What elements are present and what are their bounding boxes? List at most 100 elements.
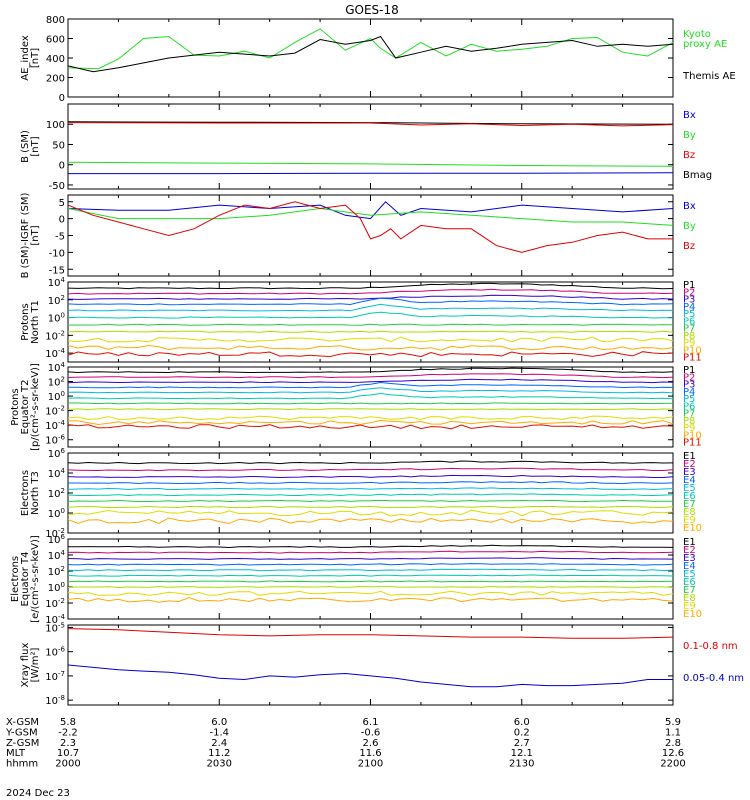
series-p10 <box>68 419 673 426</box>
series-bx <box>68 172 673 175</box>
legend-themis-ae: Themis AE <box>682 71 736 82</box>
ytick-label: 104 <box>48 276 66 289</box>
row-value: 2100 <box>358 759 383 770</box>
ylabel-xray: Xray flux <box>20 643 31 688</box>
ylabel-electrons_t4: Electrons <box>10 556 21 602</box>
legend-e8: E8 <box>683 507 696 518</box>
legend-e7: E7 <box>683 499 696 510</box>
ytick-label: 0 <box>59 93 65 104</box>
ytick-label: 10-7 <box>45 670 65 683</box>
ylabel-electrons_t3: North T3 <box>30 471 41 515</box>
ytick-label: 0 <box>59 161 65 172</box>
row-value: 6.0 <box>211 717 227 728</box>
ytick-label: 10-4 <box>45 347 65 360</box>
series-e1 <box>68 460 673 465</box>
row-value: 10.7 <box>57 748 79 759</box>
legend-p8: P8 <box>683 416 695 427</box>
row-label-x-gsm: X-GSM <box>6 717 39 728</box>
row-value: -0.6 <box>361 727 381 738</box>
legend-p1: P1 <box>683 365 695 376</box>
legend-by: By <box>683 130 696 141</box>
series-e6 <box>68 574 673 577</box>
row-label-y-gsm: Y-GSM <box>5 727 38 738</box>
row-value: 5.8 <box>60 717 76 728</box>
ylabel-protons_t1: Protons <box>20 303 31 340</box>
ytick-label: 10-2 <box>45 597 65 610</box>
ylabel-protons_t1: North T1 <box>30 300 41 344</box>
ylabel-protons_t2: [p/(cm²-s-sr-keV)] <box>30 363 41 451</box>
plot-area-xray <box>68 628 673 688</box>
panel-bsm: -50 0 50 100 B (SM) [nT] Bx By Bz Bmag <box>20 103 712 192</box>
row-value: 2200 <box>660 759 685 770</box>
series-e1 <box>68 544 673 549</box>
series-e3 <box>68 557 673 560</box>
row-value: 12.6 <box>662 748 684 759</box>
legend-e10: E10 <box>683 609 702 620</box>
ytick-label: 106 <box>48 533 66 546</box>
ytick-label: 400 <box>46 54 65 65</box>
ytick-label: -10 <box>49 248 65 259</box>
ytick-label: 10-5 <box>45 621 65 634</box>
series-p11 <box>68 424 673 430</box>
series-p10 <box>68 344 673 351</box>
ytick-label: 102 <box>48 294 65 307</box>
panel-frame-ae <box>67 18 674 98</box>
row-label-z-gsm: Z-GSM <box>6 738 39 749</box>
ytick-label: 10-2 <box>45 329 65 342</box>
ylabel-xray: [W/m²] <box>30 647 41 682</box>
panel-xray: 10-5 10-6 10-7 10-8 Xray flux [W/m²] 0.1-0.8 n… <box>20 621 744 707</box>
legend-by: By <box>683 221 696 232</box>
legend-e9: E9 <box>683 601 696 612</box>
plot-area-bigrf <box>68 201 673 253</box>
series-e8 <box>68 585 673 589</box>
series-p6 <box>68 392 673 400</box>
plot-title: GOES-18 <box>345 3 399 17</box>
legend-p3: P3 <box>683 295 695 306</box>
ylabel-ae: [nT] <box>30 48 41 68</box>
ylabel-protons_t2: Equator T2 <box>20 380 31 435</box>
legend-0-1-0-8-nm: 0.1-0.8 nm <box>683 641 738 652</box>
series-p9 <box>68 336 673 343</box>
series-p7 <box>68 402 673 405</box>
ytick-label: 10-4 <box>45 419 65 432</box>
row-value: 6.0 <box>514 717 530 728</box>
legend-p2: P2 <box>683 287 695 298</box>
legend-e1: E1 <box>683 537 696 548</box>
series-p7 <box>68 323 673 326</box>
legend-bx: Bx <box>683 110 696 121</box>
ytick-label: 102 <box>48 565 65 578</box>
legend-p7: P7 <box>683 324 695 335</box>
ylabel-bsm: B (SM) <box>20 130 31 163</box>
series-e3 <box>68 474 673 479</box>
ylabel-ae: AE_index <box>20 35 31 81</box>
series-e9 <box>68 590 673 596</box>
series-e4 <box>68 481 673 485</box>
plot-area-electrons_t3 <box>68 460 673 524</box>
ytick-label: 10-6 <box>45 434 65 447</box>
series-0-1-0-8-nm <box>68 628 673 639</box>
legend-kyoto: Kyoto <box>683 29 711 40</box>
ylabel-electrons_t4: Equator T4 <box>20 552 31 607</box>
panel-frame-electrons_t4 <box>67 538 674 620</box>
ytick-label: 50 <box>52 140 65 151</box>
series-e6 <box>68 493 673 497</box>
ytick-label: 5 <box>59 198 65 209</box>
series-bx <box>68 201 673 220</box>
ylabel-bsm: [nT] <box>30 136 41 156</box>
ytick-label: 100 <box>48 507 65 520</box>
date-label: 2024 Dec 23 <box>6 788 70 799</box>
legend-p2: P2 <box>683 372 695 383</box>
legend-bx: Bx <box>683 201 696 212</box>
series-p4 <box>68 381 673 389</box>
series-p11 <box>68 351 673 358</box>
legend-bz: Bz <box>683 241 695 252</box>
row-value: 2.4 <box>211 738 227 749</box>
panel-frame-electrons_t3 <box>67 452 674 534</box>
legend-p11: P11 <box>683 438 702 449</box>
legend-p4: P4 <box>683 302 695 313</box>
series-bz <box>68 201 673 253</box>
row-value: 2000 <box>55 759 80 770</box>
plot-area-protons_t1 <box>68 282 673 358</box>
